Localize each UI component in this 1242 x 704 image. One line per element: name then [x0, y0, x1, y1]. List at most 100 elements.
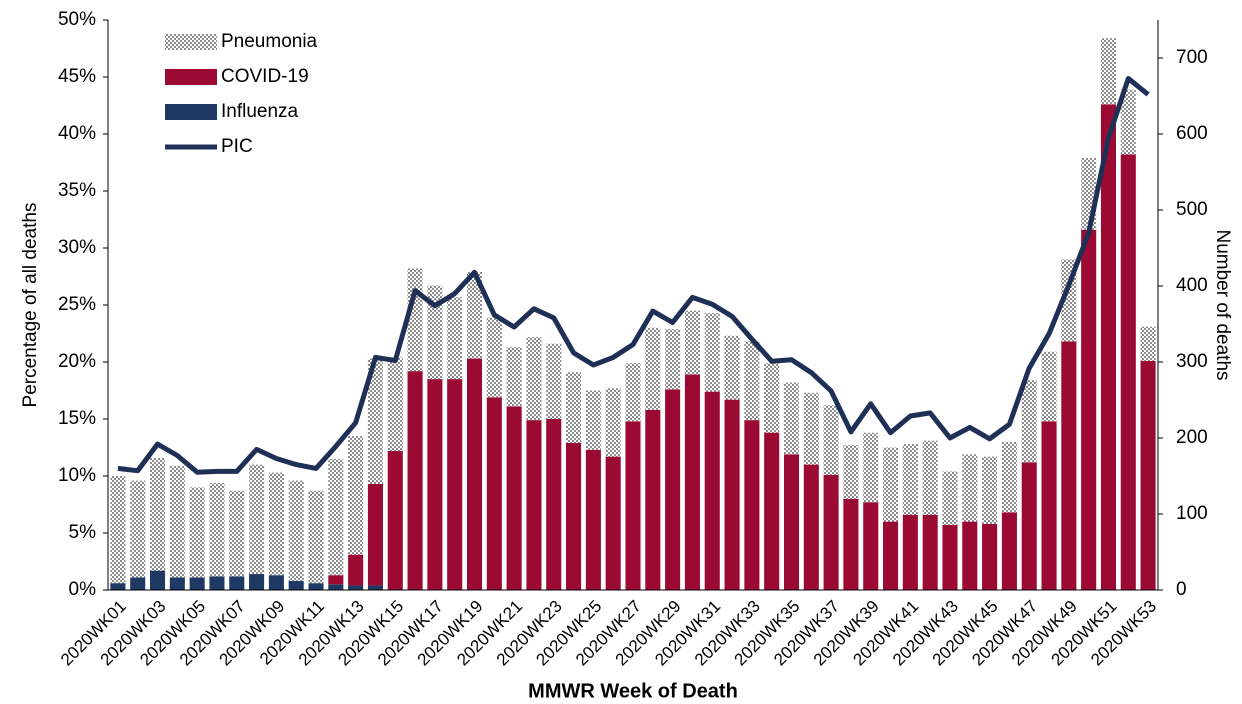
- bar: [704, 312, 720, 392]
- bar: [1061, 341, 1077, 590]
- y2-tick-label: 300: [1176, 351, 1208, 372]
- bar: [585, 390, 601, 450]
- y2-tick-label: 500: [1176, 199, 1208, 220]
- y-tick-label: 0%: [69, 579, 97, 600]
- bar: [546, 419, 562, 590]
- bar: [823, 474, 839, 590]
- bar: [150, 570, 166, 590]
- line: [117, 76, 1150, 475]
- bar: [605, 388, 621, 457]
- bar: [902, 444, 918, 515]
- bar: [546, 343, 562, 419]
- bar: [328, 458, 344, 576]
- bar: [229, 490, 245, 577]
- bar: [684, 310, 700, 375]
- bar: [982, 456, 998, 524]
- y-tick-label: 15%: [58, 408, 96, 429]
- bar: [268, 575, 284, 590]
- bar: [328, 575, 344, 585]
- y-tick-label: 25%: [58, 294, 96, 315]
- y-tick-label: 10%: [58, 465, 96, 486]
- bar: [942, 471, 958, 526]
- bar: [288, 580, 304, 590]
- bar: [982, 523, 998, 590]
- bar: [645, 409, 661, 590]
- bar: [843, 445, 859, 499]
- bar: [783, 454, 800, 590]
- bar: [110, 583, 126, 590]
- bar: [189, 487, 205, 578]
- y-tick-label: 5%: [69, 522, 97, 543]
- bar: [268, 472, 284, 576]
- bar: [506, 406, 522, 590]
- bar: [883, 521, 899, 590]
- y2-tick-label: 200: [1176, 427, 1208, 448]
- y-tick-label: 40%: [58, 123, 96, 144]
- bar: [189, 577, 205, 590]
- bar: [407, 371, 423, 590]
- legend-label: Pneumonia: [221, 31, 318, 52]
- y2-tick-label: 0: [1176, 579, 1187, 600]
- bar: [1100, 38, 1116, 105]
- bar: [764, 363, 780, 433]
- bar: [486, 397, 502, 590]
- bar: [585, 449, 601, 590]
- bar: [249, 464, 265, 575]
- y2-tick-label: 700: [1176, 47, 1208, 68]
- bar: [843, 498, 859, 590]
- y-tick-label: 30%: [58, 237, 96, 258]
- bar: [209, 482, 225, 577]
- bar: [1120, 154, 1136, 590]
- bar: [1001, 512, 1017, 590]
- bar: [704, 391, 720, 590]
- bar: [823, 405, 839, 475]
- bar: [447, 379, 463, 590]
- bar: [863, 432, 879, 503]
- legend-label: PIC: [221, 136, 253, 157]
- bar: [427, 285, 443, 380]
- bar: [665, 328, 681, 390]
- bar: [367, 585, 383, 590]
- bar: [348, 585, 364, 590]
- bar: [387, 357, 403, 451]
- bar: [605, 456, 621, 590]
- bar: [308, 490, 324, 584]
- bar: [962, 454, 978, 522]
- bar: [427, 379, 443, 590]
- bar: [803, 392, 819, 465]
- bar: [1100, 104, 1116, 591]
- bar: [1041, 421, 1057, 590]
- bar: [367, 358, 383, 484]
- bar: [566, 442, 582, 590]
- bar: [150, 457, 166, 571]
- bar: [863, 502, 879, 590]
- bar: [447, 297, 463, 380]
- bar: [724, 399, 740, 590]
- bar: [249, 574, 265, 590]
- bar: [169, 465, 185, 578]
- y2-tick-label: 400: [1176, 275, 1208, 296]
- legend-label: Influenza: [221, 101, 299, 122]
- bar: [922, 514, 938, 590]
- bar: [1021, 462, 1037, 590]
- bar: [645, 327, 661, 410]
- bar: [1001, 441, 1017, 513]
- bar: [922, 440, 938, 515]
- bar: [308, 583, 324, 590]
- bar: [625, 363, 641, 422]
- bar: [1140, 360, 1156, 590]
- bar: [328, 584, 344, 590]
- bar: [803, 464, 819, 590]
- y-tick-label: 50%: [58, 9, 96, 30]
- bar: [1021, 380, 1037, 463]
- legend-swatch: [165, 34, 217, 50]
- bar: [744, 341, 760, 421]
- bar: [466, 358, 483, 590]
- legend-label: COVID-19: [221, 66, 309, 87]
- bar: [466, 271, 483, 359]
- bar: [288, 480, 304, 581]
- bar: [883, 447, 899, 522]
- bar: [526, 420, 542, 590]
- y-tick-label: 35%: [58, 180, 96, 201]
- bar: [1081, 229, 1097, 590]
